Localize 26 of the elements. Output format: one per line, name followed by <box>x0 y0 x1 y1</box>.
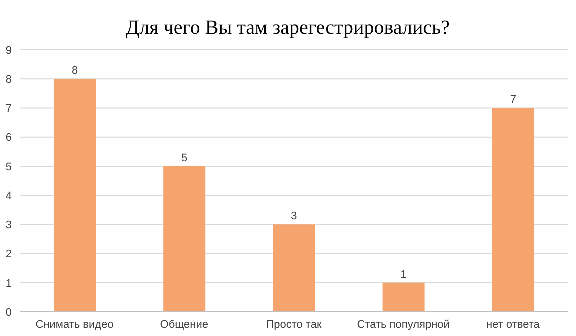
y-tick-label: 2 <box>6 248 12 261</box>
chart-title: Для чего Вы там зарегестрировались? <box>124 16 452 41</box>
x-tick-label: Общение <box>160 318 209 331</box>
y-tick-label: 8 <box>6 74 12 86</box>
x-tick-label: Снимать видео <box>36 318 114 331</box>
y-tick-label: 0 <box>6 306 12 319</box>
data-label: 8 <box>72 65 78 78</box>
x-tick-label: нет ответа <box>486 318 541 331</box>
y-tick-label: 7 <box>6 103 12 116</box>
bar <box>273 224 316 312</box>
x-tick-label: Стать популярной <box>357 318 450 331</box>
bar <box>54 79 96 312</box>
x-tick-label: Просто так <box>266 318 322 331</box>
y-tick-label: 6 <box>6 132 12 144</box>
data-label: 1 <box>400 268 407 281</box>
bar <box>382 282 425 312</box>
y-tick-label: 4 <box>6 190 12 202</box>
y-tick-label: 3 <box>6 220 12 232</box>
y-tick-label: 5 <box>6 161 12 174</box>
data-label: 3 <box>291 210 298 223</box>
bar <box>492 108 534 312</box>
y-tick-label: 9 <box>6 44 12 57</box>
data-label: 5 <box>182 152 188 164</box>
bar <box>164 166 206 312</box>
y-tick-label: 1 <box>6 278 12 290</box>
data-label: 7 <box>510 94 516 106</box>
